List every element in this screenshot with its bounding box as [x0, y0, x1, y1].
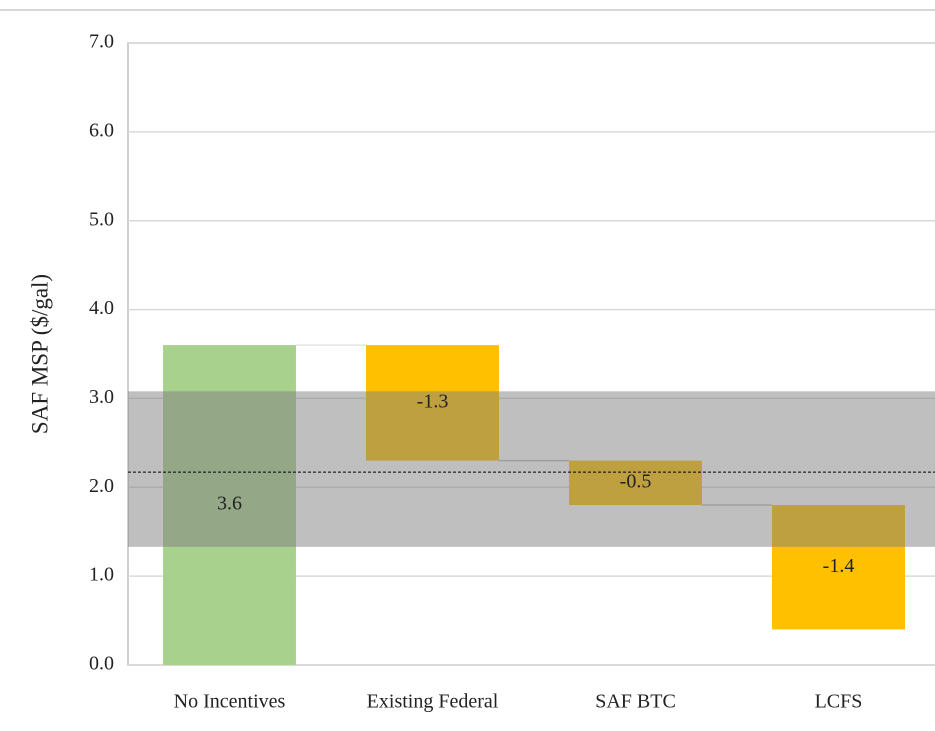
- y-tick-label: 2.0: [89, 475, 114, 497]
- data-label: -1.4: [823, 555, 855, 577]
- x-tick-label: Existing Federal: [367, 691, 499, 713]
- x-tick-label: SAF BTC: [595, 691, 676, 713]
- y-tick-label: 5.0: [89, 208, 114, 230]
- x-tick-label: LCFS: [815, 691, 863, 713]
- y-tick-label: 4.0: [89, 297, 114, 319]
- y-tick-label: 1.0: [89, 564, 114, 586]
- data-label: -1.3: [417, 390, 449, 412]
- range-band: [128, 391, 935, 547]
- y-tick-label: 6.0: [89, 119, 114, 141]
- x-tick-label: No Incentives: [174, 691, 286, 713]
- y-axis-label: SAF MSP ($/gal): [27, 274, 52, 434]
- data-label: -0.5: [620, 470, 652, 492]
- y-tick-label: 3.0: [89, 386, 114, 408]
- y-tick-label: 0.0: [89, 653, 114, 675]
- data-label: 3.6: [217, 493, 242, 515]
- y-tick-label: 7.0: [89, 31, 114, 53]
